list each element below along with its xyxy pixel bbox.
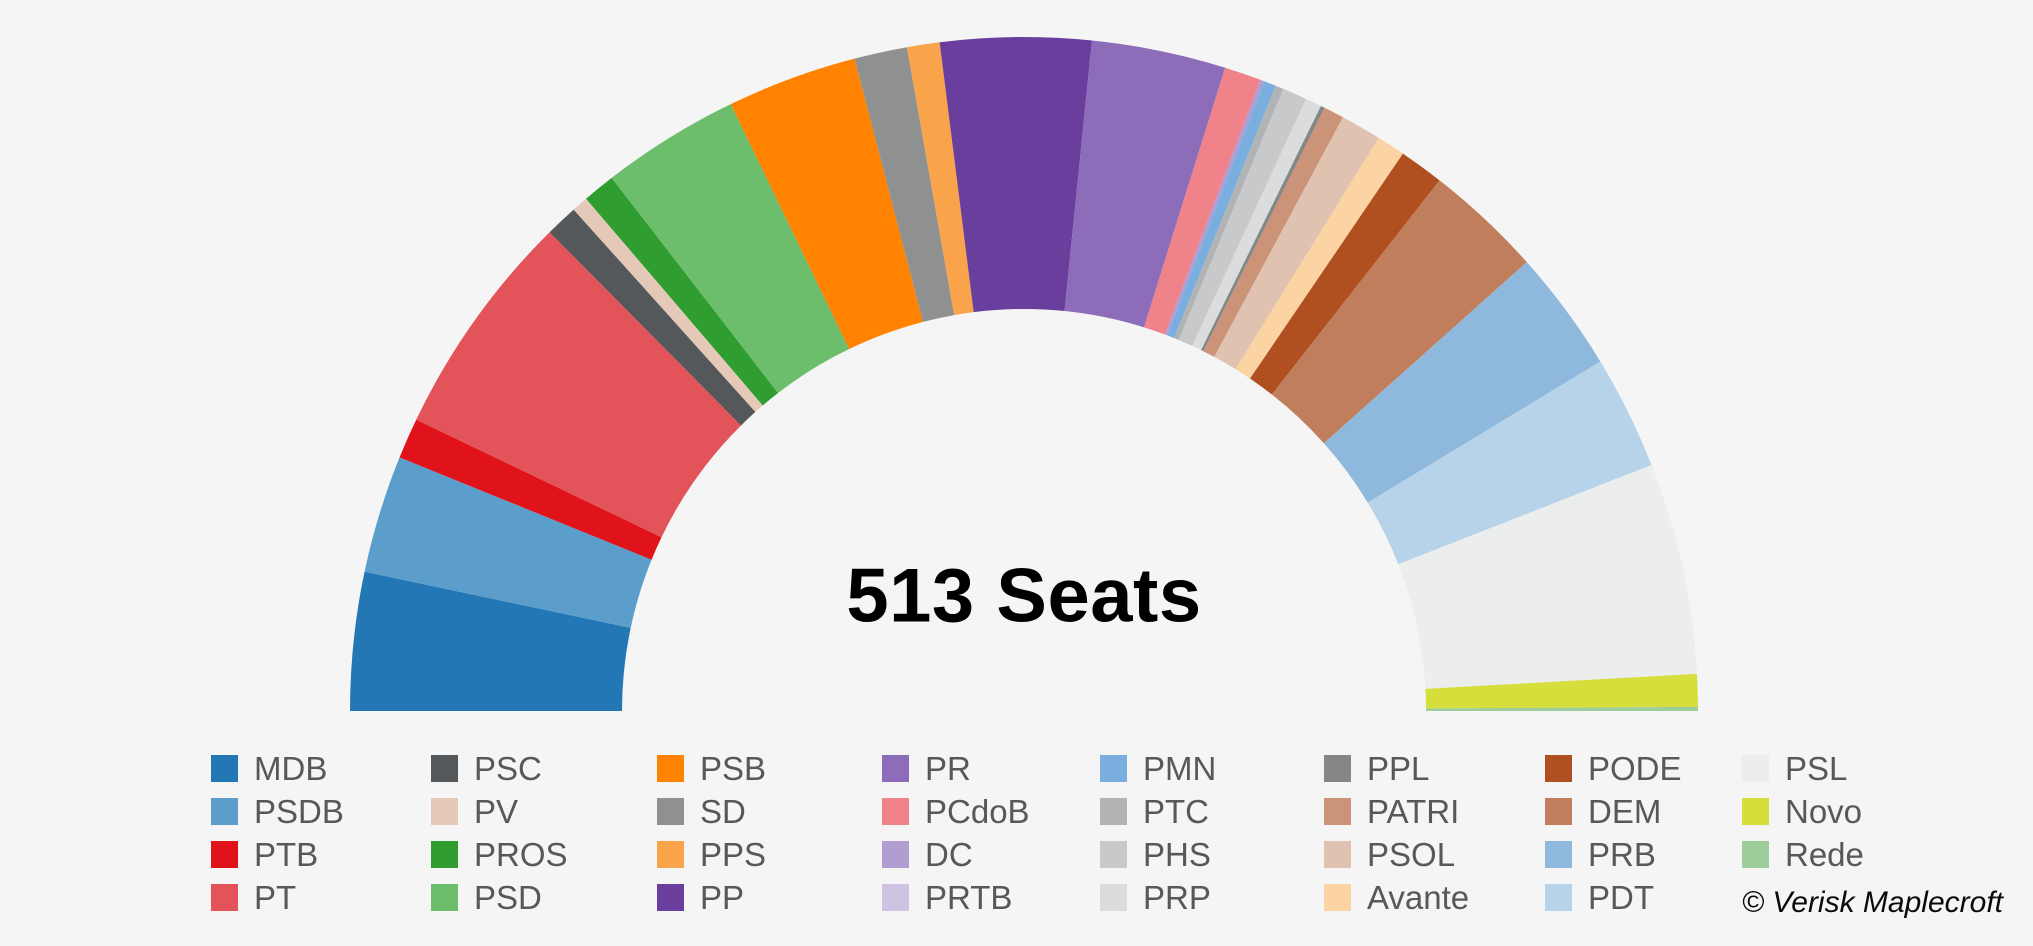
arc-segment-PODE: [1250, 153, 1440, 395]
arc-segment-DC: [1164, 79, 1265, 336]
arc-segment-DEM: [1271, 180, 1527, 444]
arc-segment-PTC: [1174, 85, 1284, 340]
total-seats-label: 513 Seats: [846, 553, 1202, 639]
arc-segment-PATRI: [1203, 107, 1343, 357]
arc-segment-SD: [854, 47, 955, 322]
arc-segment-PSOL: [1214, 117, 1379, 370]
arc-segment-PR: [1064, 40, 1226, 328]
arc-segment-Novo: [1425, 673, 1698, 709]
arc-segment-PDT: [1367, 361, 1652, 565]
arc-segment-PMN: [1167, 81, 1276, 339]
arc-segment-MDB: [350, 571, 631, 711]
arc-segment-PROS: [586, 177, 779, 406]
arc-segment-PV: [573, 198, 763, 412]
arc-segment-Rede: [1425, 706, 1699, 711]
arc-segment-PTB: [399, 419, 662, 560]
arc-segment-PSD: [611, 104, 850, 394]
arc-segment-Avante: [1235, 137, 1403, 379]
arc-segment-PRB: [1323, 262, 1601, 503]
attribution-text: © Verisk Maplecroft: [1741, 886, 2003, 919]
arc-segment-PRP: [1192, 98, 1321, 351]
arc-segment-PCdoB: [1144, 67, 1261, 335]
arc-segment-PSL: [1398, 465, 1697, 689]
arc-segment-PHS: [1178, 88, 1307, 346]
arc-segment-PPL: [1201, 105, 1325, 352]
arc-segment-PSDB: [364, 457, 652, 628]
arc-segment-PP: [939, 36, 1092, 313]
arc-segment-PT: [416, 232, 742, 538]
arc-segment-PPS: [906, 42, 974, 316]
arc-segment-PSC: [549, 209, 756, 426]
arc-segment-PSB: [730, 58, 923, 350]
